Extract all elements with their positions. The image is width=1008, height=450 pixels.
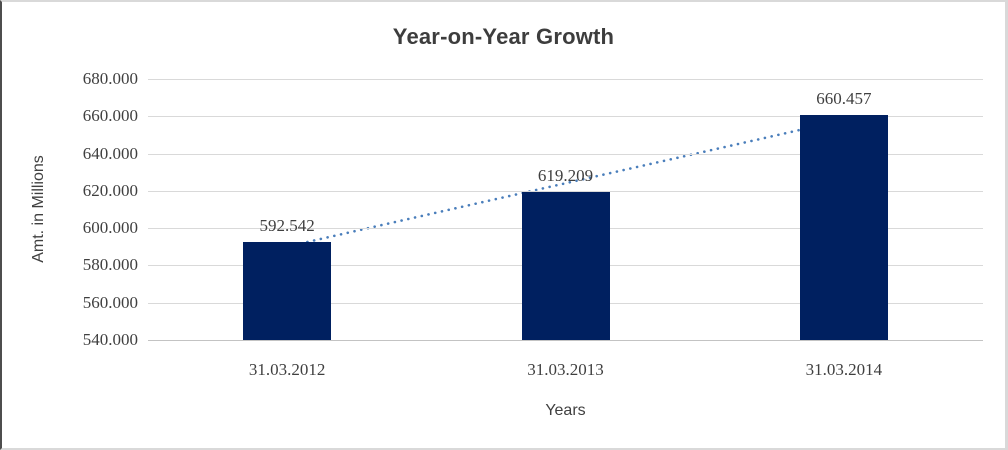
x-axis-title: Years	[545, 402, 586, 419]
trendline	[285, 118, 846, 248]
bar-31.03.2013	[521, 192, 610, 340]
y-tick-label: 580.000	[82, 255, 138, 275]
y-tick-label: 560.000	[82, 292, 138, 312]
bar-31.03.2012	[243, 242, 332, 340]
y-tick-label: 600.000	[82, 218, 138, 238]
x-tick-label: 31.03.2014	[805, 360, 883, 379]
y-axis-title: Amt. in Millions	[30, 155, 47, 263]
y-tick-label: 540.000	[82, 330, 138, 349]
gridline	[148, 153, 983, 155]
data-label: 619.209	[537, 166, 594, 186]
y-tick-label: 620.000	[82, 180, 138, 200]
y-tick-label: 680.000	[82, 69, 138, 88]
plot-area	[148, 79, 983, 341]
data-label: 660.457	[816, 89, 872, 109]
gridline	[148, 190, 983, 192]
x-tick-label: 31.03.2012	[248, 360, 326, 379]
bar-31.03.2014	[799, 115, 888, 340]
chart-title: Year-on-Year Growth	[392, 24, 615, 49]
gridline	[148, 116, 983, 118]
x-tick-label: 31.03.2013	[527, 360, 604, 379]
y-tick-label: 640.000	[82, 143, 138, 163]
data-label: 592.542	[259, 216, 315, 236]
gridline	[148, 79, 983, 80]
y-tick-label: 660.000	[82, 106, 138, 126]
